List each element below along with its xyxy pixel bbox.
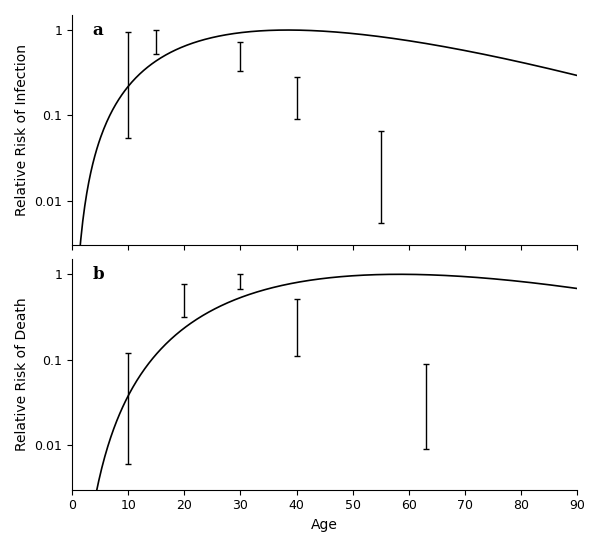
Y-axis label: Relative Risk of Infection: Relative Risk of Infection — [15, 44, 29, 216]
Text: a: a — [92, 22, 103, 39]
Y-axis label: Relative Risk of Death: Relative Risk of Death — [15, 298, 29, 451]
Text: b: b — [92, 266, 104, 283]
X-axis label: Age: Age — [311, 518, 338, 532]
